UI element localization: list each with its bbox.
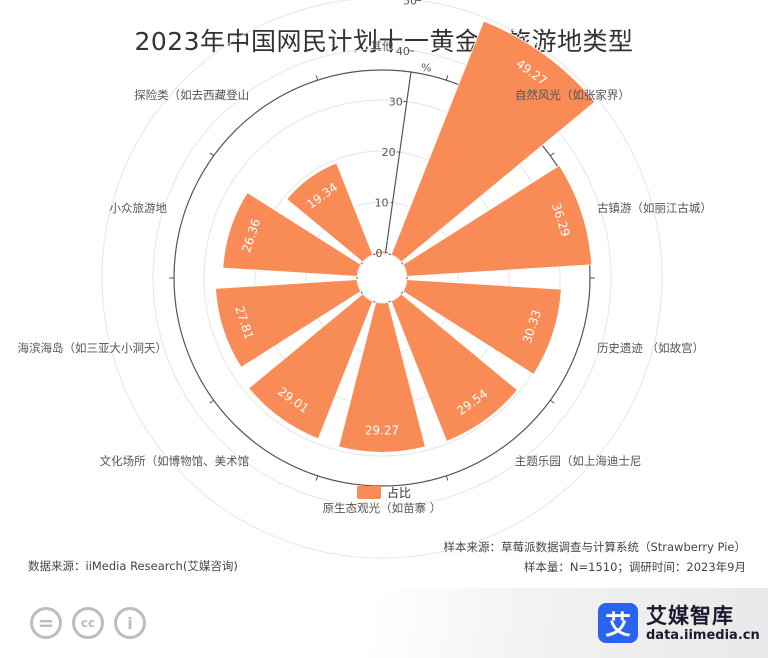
radial-tick-mark (409, 50, 414, 52)
legend-swatch[interactable] (357, 486, 381, 499)
data-label: 0.40 (369, 232, 396, 246)
radial-axis: 0 10 20 30 40 50% (375, 0, 432, 260)
category-label: 自然风光（如张家界） (515, 88, 630, 102)
category-label: 古镇游（如丽江古城） (597, 201, 712, 215)
cc-attribution-icon: i (114, 607, 146, 639)
category-label: 历史遗迹 （如故宫） (597, 341, 704, 355)
category-label: 主题乐园（如上海迪士尼 (515, 454, 642, 468)
data-label: 29.27 (365, 423, 399, 437)
radial-axis-unit: % (421, 61, 431, 74)
category-label: 其他 (371, 39, 394, 53)
bar-sector (215, 279, 362, 368)
cc-equal-icon: = (30, 607, 62, 639)
brand-url: data.iimedia.cn (646, 628, 760, 643)
radial-tick-label: 40 (396, 45, 410, 58)
outer-tick (549, 152, 555, 157)
radial-tick-label: 50 (403, 0, 417, 8)
grid-ring (152, 48, 612, 508)
bar-sector (338, 301, 426, 453)
bar-sector (390, 293, 518, 442)
category-label: 探险类（如去西藏登山 (134, 88, 249, 102)
category-label: 小众旅游地 (110, 201, 168, 215)
bars-group (215, 20, 596, 453)
outer-tick (315, 75, 319, 81)
brand-name: 艾媒智库 (646, 604, 734, 628)
bar-sector (286, 162, 374, 263)
sample-source: 样本来源：草莓派数据调查与计算系统（Strawberry Pie） (443, 540, 746, 554)
bar-sector (402, 279, 562, 375)
radial-axis-line (384, 71, 412, 254)
outer-tick (209, 399, 215, 404)
outer-tick (445, 475, 449, 481)
grid-ring (101, 0, 663, 559)
radial-tick-label: 20 (382, 146, 396, 159)
bar-sector (248, 293, 374, 440)
radial-tick-mark (415, 0, 422, 2)
category-label: 海滨海岛（如三亚大小洞天） (18, 341, 168, 355)
bar-sector (402, 164, 593, 277)
category-label: 原生态观光（如苗寨 ） (323, 501, 442, 515)
bar-sector (390, 20, 596, 263)
brand-logo: 艾 (598, 603, 638, 643)
radial-tick-label: 0 (375, 247, 382, 260)
cc-license-icon: cc (72, 607, 104, 639)
sample-size: 样本量：N=1510；调研时间：2023年9月 (523, 560, 746, 574)
radial-tick-label: 30 (389, 96, 403, 109)
outer-tick (445, 75, 449, 81)
bar-sector (222, 192, 362, 277)
data-source: 数据来源：iiMedia Research(艾媒咨询) (28, 559, 238, 573)
category-label: 文化场所（如博物馆、美术馆 (100, 454, 250, 468)
grid-ring (203, 99, 561, 457)
radial-tick-label: 10 (375, 197, 389, 210)
outer-tick (315, 475, 319, 481)
outer-tick (209, 152, 215, 157)
outer-tick (549, 399, 555, 404)
legend[interactable]: 占比 (357, 485, 411, 500)
legend-label[interactable]: 占比 (387, 485, 411, 500)
